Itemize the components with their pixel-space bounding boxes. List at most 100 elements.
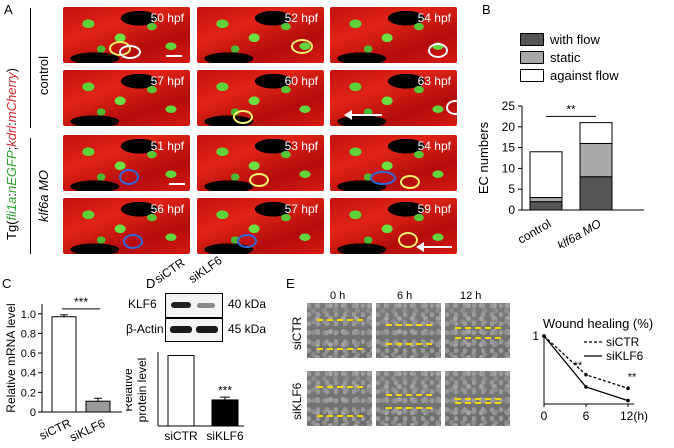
tracked-cell-marker [237,234,257,248]
bar-segment [579,176,613,211]
micrograph: 59 hpf [330,198,457,254]
legend-label: siKLF6 [606,349,644,363]
bar [167,355,195,427]
wound-edge-line [386,407,432,409]
y-tick-label: 1.0 [21,309,36,321]
lane-label: siKLF6 [185,253,225,286]
blot-band [170,326,192,333]
y-tick-label: 0.8 [21,328,36,340]
wound-image [376,303,441,358]
timepoint-label: 54 hpf [417,11,451,25]
data-point [626,398,630,403]
scale-bar [166,55,182,57]
group-label-mo: klf6a MO [36,169,51,222]
wound-image [307,371,372,426]
y-tick-label: 0 [30,407,36,419]
wound-image [307,303,372,358]
blot-band [196,326,218,333]
y-axis-label: Relative mRNA level [4,303,18,412]
blot-label: KLF6 [128,297,157,311]
flow-arrow-icon [350,114,382,116]
tracked-cell-marker [249,173,269,187]
scale-bar [169,183,185,185]
legend-label: static [550,49,581,65]
micrograph: 51 hpf [63,135,190,191]
wound-edge-line [386,324,432,326]
chart-title: Wound healing (%) [543,316,653,331]
tracked-cell-marker [370,171,396,185]
x-tick-label: siCTR [37,416,73,443]
y-tick-label: 10 [502,161,516,175]
timepoint-label: 52 hpf [284,11,318,25]
blot-size: 45 kDa [228,322,267,336]
micrograph: 52 hpf [197,7,324,63]
row-label: siKLF6 [290,382,304,420]
micrograph: 53 hpf [197,135,324,191]
timepoint-label: 59 hpf [417,202,451,216]
tracked-cell-marker [119,169,139,185]
bar [211,399,239,427]
micrograph: 54 hpf [330,135,457,191]
wound-edge-line [455,402,501,404]
timepoint-label: 57 hpf [150,74,184,88]
legend-label: against flow [550,67,619,83]
legend-label: siCTR [606,335,640,349]
x-tick-label: klf6a MO [555,216,604,248]
micrograph: 63 hpf [330,70,457,126]
tracked-cell-marker [233,110,253,124]
tracked-cell-marker [119,45,141,59]
data-point [584,372,588,377]
panel-e-letter: E [286,276,295,291]
wound-edge-line [317,415,363,417]
wound-image [445,371,510,426]
data-point [542,334,546,338]
ylabel-part: : [4,193,19,197]
bar-segment [579,142,613,178]
timepoint-label: 54 hpf [417,139,451,153]
bracket-control [30,8,31,128]
significance-label: *** [218,383,232,397]
wound-image [445,303,510,358]
x-tick-label: 12(h) [620,409,648,423]
row-label: siCTR [290,316,304,350]
timepoint-label: 57 hpf [284,202,318,216]
timepoint-label: 56 hpf [150,202,184,216]
wound-edge-line [455,327,501,329]
blot-size: 40 kDa [228,297,267,311]
significance-label: ** [574,360,583,372]
flow-arrow-icon [416,242,424,252]
wound-image [376,371,441,426]
wound-edge-line [455,398,501,400]
ylabel-part: kdrl [4,125,19,147]
ylabel-part: fli1a [4,196,19,221]
lane-label: siCTR [151,255,188,286]
x-tick-label: control [515,216,553,246]
legend-item: with flow [520,30,619,48]
tracked-cell-marker [291,39,313,54]
ylabel-part: mCherry [4,72,19,123]
micrograph: 54 hpf [330,7,457,63]
bracket-mo [30,138,31,254]
y-tick-label: 0.6 [21,348,36,360]
chart-b: 0 5 10 15 20 25 EC numbers control klf6a MO ** [476,99,644,248]
timepoint-label: 63 hpf [417,74,451,88]
legend-swatch [520,50,544,64]
legend-item: static [520,48,619,66]
x-tick-label: 0 [541,409,548,423]
blot-label: β-Actin [126,322,164,336]
wound-edge-line [317,348,363,350]
timepoint-label: 60 hpf [284,74,318,88]
panel-a-ylabel: Tg(fli1a:nEGFP;kdrl:mCherry) [4,68,19,240]
western-blot-klf6 [165,293,223,318]
tracked-cell-marker [400,175,420,189]
significance-label: ** [628,371,637,383]
significance-label: ** [566,102,576,116]
time-label: 12 h [460,290,482,302]
x-tick-label: siKLF6 [206,429,244,443]
flow-arrow-icon [422,246,452,248]
x-tick-label: siCTR [164,429,198,443]
bar [85,400,111,413]
flow-arrow-icon [344,110,352,120]
micrograph: 50 hpf [63,7,190,63]
tracked-cell-marker [428,43,448,58]
